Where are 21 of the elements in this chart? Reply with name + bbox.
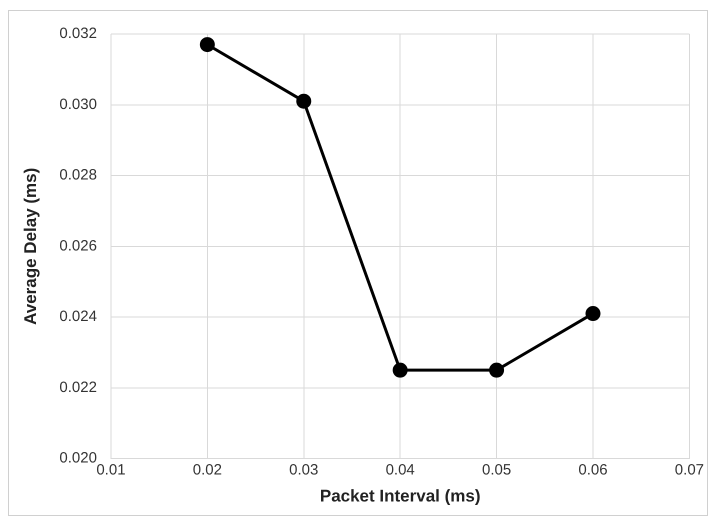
x-tick-label: 0.02 bbox=[192, 462, 222, 479]
x-tick-label: 0.03 bbox=[289, 462, 318, 479]
x-tick-label: 0.01 bbox=[96, 462, 126, 479]
point bbox=[200, 37, 215, 52]
point bbox=[489, 362, 504, 378]
x-tick-label: 0.04 bbox=[386, 462, 415, 479]
x-axis-title: Packet Interval (ms) bbox=[320, 486, 480, 506]
y-tick-label: 0.032 bbox=[59, 25, 97, 42]
point bbox=[392, 362, 408, 378]
x-tick-label: 0.05 bbox=[482, 462, 512, 479]
y-tick-label: 0.030 bbox=[59, 96, 97, 113]
y-tick-label: 0.028 bbox=[59, 166, 97, 184]
y-tick-label: 0.026 bbox=[59, 237, 97, 254]
point bbox=[296, 94, 312, 109]
y-tick-label: 0.022 bbox=[59, 378, 97, 396]
y-tick-label: 0.024 bbox=[59, 308, 97, 326]
x-tick-label: 0.07 bbox=[674, 462, 704, 479]
y-tick-label: 0.020 bbox=[59, 450, 97, 467]
y-axis-title: Average Delay (ms) bbox=[20, 168, 40, 325]
point bbox=[585, 306, 600, 322]
x-tick-label: 0.06 bbox=[578, 462, 608, 479]
